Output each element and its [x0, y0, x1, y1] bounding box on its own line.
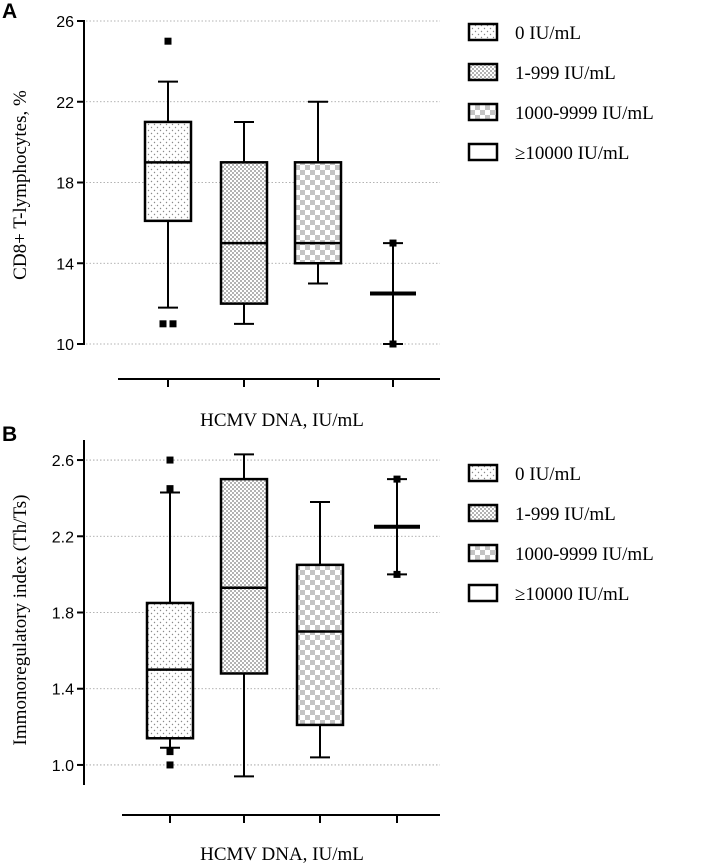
panel-b-y-tick-label: 1.8: [52, 606, 74, 623]
panel-b: B Immonoregulatory index (Th/Ts) HCMV DN…: [2, 423, 654, 865]
panel-a-outlier-point: [389, 340, 397, 348]
panel-b-box-4: [374, 475, 420, 578]
panel-a-box-body: [219, 161, 269, 305]
panel-a-legend-item-1: 0 IU/mL: [467, 22, 581, 44]
panel-a-outlier-point: [164, 37, 172, 45]
panel-b-letter: B: [2, 423, 17, 446]
panel-a-y-tick-label: 22: [56, 95, 74, 112]
panel-b-y-tick-label: 2.6: [52, 453, 74, 470]
panel-b-box-body: [295, 563, 345, 727]
panel-b-outlier-point: [393, 570, 401, 578]
panel-b-gridlines: [86, 459, 440, 766]
panel-b-outlier-point: [166, 748, 174, 756]
panel-b-outlier-point: [393, 475, 401, 483]
panel-a-legend-label: ≥10000 IU/mL: [515, 143, 629, 164]
panel-a-x-axis: [118, 378, 440, 387]
panel-b-legend-label: ≥10000 IU/mL: [515, 584, 629, 605]
panel-b-legend-label: 1-999 IU/mL: [515, 504, 616, 525]
panel-b-outlier-point: [166, 456, 174, 464]
panel-b-x-axis-title: HCMV DNA, IU/mL: [200, 844, 364, 865]
panel-a-legend-swatch: [467, 102, 499, 122]
panel-b-x-axis: [122, 814, 440, 823]
panel-a-y-tick-label: 18: [56, 176, 74, 193]
panel-a-box-body: [293, 161, 343, 265]
panel-a-legend-label: 1-999 IU/mL: [515, 63, 616, 84]
panel-b-legend-label: 1000-9999 IU/mL: [515, 544, 654, 565]
panel-b-box-1: [145, 456, 195, 769]
panel-b-box-3: [295, 500, 345, 759]
panel-a-legend-label: 1000-9999 IU/mL: [515, 103, 654, 124]
panel-a-legend-swatch: [467, 142, 499, 162]
panel-a-box-1: [143, 37, 193, 328]
panel-b-legend: 0 IU/mL 1-999 IU/mL 1000-9999 IU/mL ≥10000 …: [467, 463, 654, 605]
panel-b-y-axis-title: Immonoregulatory index (Th/Ts): [10, 495, 31, 746]
panel-a-legend-item-3: 1000-9999 IU/mL: [467, 102, 654, 124]
panel-b-legend-label: 0 IU/mL: [515, 464, 581, 485]
panel-a-legend-swatch: [467, 62, 499, 82]
panel-b-legend-swatch: [467, 463, 499, 483]
panel-a-outlier-point: [159, 320, 167, 328]
panel-b-outlier-point: [166, 761, 174, 769]
panel-a-legend-swatch: [467, 22, 499, 42]
panel-b-box-body: [219, 477, 269, 675]
panel-a-legend-item-4: ≥10000 IU/mL: [467, 142, 629, 164]
panel-a-y-tick-label: 26: [56, 14, 74, 31]
panel-a-outlier-point: [389, 239, 397, 247]
panel-a-legend: 0 IU/mL 1-999 IU/mL 1000-9999 IU/mL ≥10000 …: [467, 22, 654, 164]
panel-a-y-tick-label: 14: [56, 256, 74, 273]
panel-b-legend-swatch: [467, 543, 499, 563]
panel-a-box-3: [293, 100, 343, 285]
panel-b-box-2: [219, 453, 269, 778]
panel-b-legend-item-3: 1000-9999 IU/mL: [467, 543, 654, 565]
panel-b-y-axis: 1.0 1.4 1.8 2.2 2.6: [52, 440, 85, 785]
panel-b-y-tick-label: 1.4: [52, 682, 74, 699]
panel-a-y-tick-label: 10: [56, 337, 74, 354]
panel-b-boxes: [145, 453, 420, 778]
panel-a: A CD8+ T-lymphocytes, % HCMV DNA, IU/mL …: [2, 0, 654, 431]
panel-a-legend-label: 0 IU/mL: [515, 23, 581, 44]
panel-b-legend-item-4: ≥10000 IU/mL: [467, 583, 629, 605]
panel-a-gridlines: [86, 20, 440, 345]
panel-a-x-axis-title: HCMV DNA, IU/mL: [200, 410, 364, 431]
panel-b-legend-item-2: 1-999 IU/mL: [467, 503, 616, 525]
panel-b-legend-swatch: [467, 503, 499, 523]
panel-a-boxes: [143, 37, 416, 348]
panel-a-y-axis: 10 14 18 22 26: [56, 14, 85, 354]
panel-b-y-tick-label: 2.2: [52, 529, 74, 546]
panel-b-legend-item-1: 0 IU/mL: [467, 463, 581, 485]
panel-b-y-tick-label: 1.0: [52, 758, 74, 775]
panel-a-y-axis-title: CD8+ T-lymphocytes, %: [10, 90, 31, 280]
panel-a-box-body: [143, 120, 193, 223]
panel-b-legend-swatch: [467, 583, 499, 603]
panel-a-outlier-point: [169, 320, 177, 328]
panel-a-box-2: [219, 120, 269, 325]
panel-a-box-4: [370, 239, 416, 348]
panel-a-letter: A: [2, 0, 17, 23]
panel-b-outlier-point: [166, 485, 174, 493]
panel-a-legend-item-2: 1-999 IU/mL: [467, 62, 616, 84]
